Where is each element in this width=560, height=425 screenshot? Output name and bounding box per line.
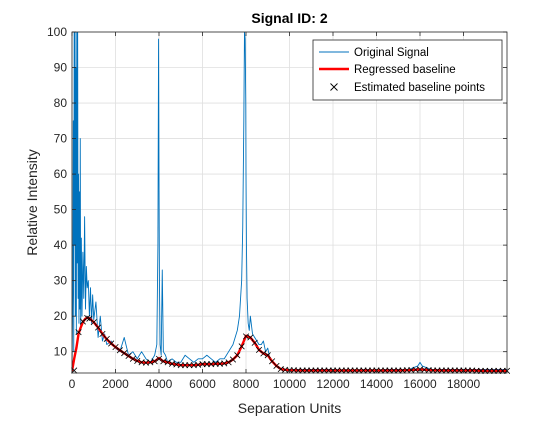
baseline-point-marker: [255, 346, 263, 353]
baseline-point-marker: [251, 339, 258, 346]
baseline-point-marker: [199, 361, 206, 368]
baseline-point-marker: [382, 367, 389, 374]
x-tick-label: 16000: [403, 377, 437, 391]
x-tick-label: 10000: [273, 377, 307, 391]
legend-label-estimated-points: Estimated baseline points: [354, 82, 485, 94]
baseline-point-marker: [95, 324, 102, 331]
baseline-point-marker: [390, 367, 397, 374]
baseline-point-marker: [464, 367, 471, 374]
baseline-point-marker: [334, 367, 341, 374]
baseline-point-marker: [338, 367, 345, 374]
baseline-point-marker: [299, 367, 306, 374]
series-estimated-baseline-points: [71, 314, 511, 374]
x-tick-label: 6000: [189, 377, 216, 391]
legend-swatch-estimated-points: [330, 83, 338, 91]
y-tick-label: 10: [54, 345, 68, 359]
baseline-point-marker: [121, 350, 128, 357]
baseline-point-marker: [351, 367, 358, 374]
baseline-point-marker: [182, 362, 189, 369]
baseline-point-marker: [356, 367, 363, 374]
baseline-point-marker: [403, 367, 411, 374]
baseline-point-marker: [203, 361, 210, 368]
baseline-point-marker: [321, 367, 328, 374]
baseline-point-marker: [429, 367, 437, 374]
baseline-point-marker: [316, 367, 324, 374]
baseline-point-marker: [443, 367, 450, 374]
baseline-point-marker: [325, 367, 332, 374]
x-tick-label: 4000: [146, 377, 173, 391]
baseline-point-marker: [125, 352, 132, 360]
baseline-point-marker: [295, 367, 302, 374]
x-tick-label: 12000: [316, 377, 350, 391]
baseline-point-marker: [447, 367, 454, 374]
baseline-point-marker: [264, 352, 271, 359]
baseline-point-marker: [116, 347, 123, 354]
y-tick-label: 20: [54, 309, 68, 323]
chart-title: Signal ID: 2: [251, 10, 327, 26]
y-tick-label: 100: [47, 25, 67, 39]
y-tick-label: 40: [54, 238, 68, 252]
y-axis-label: Relative Intensity: [24, 149, 40, 256]
baseline-point-marker: [312, 367, 319, 374]
x-tick-label: 0: [69, 377, 76, 391]
baseline-point-marker: [273, 362, 280, 369]
baseline-point-marker: [79, 318, 86, 325]
baseline-point-marker: [112, 343, 119, 351]
baseline-point-marker: [347, 367, 354, 374]
baseline-point-marker: [134, 357, 141, 365]
baseline-point-marker: [456, 367, 463, 374]
baseline-point-marker: [377, 367, 384, 374]
legend: Original Signal Regressed baseline Estim…: [312, 39, 503, 101]
y-tick-label: 60: [54, 167, 68, 181]
x-tick-label: 8000: [233, 377, 260, 391]
baseline-point-marker: [186, 362, 193, 369]
baseline-point-marker: [360, 367, 367, 374]
baseline-point-marker: [129, 355, 136, 362]
legend-label-original-signal: Original Signal: [354, 47, 429, 59]
baseline-point-marker: [303, 367, 310, 374]
plot-area: [71, 32, 511, 374]
baseline-point-marker: [364, 367, 371, 374]
baseline-point-marker: [395, 367, 402, 374]
baseline-point-marker: [151, 358, 158, 365]
baseline-point-marker: [75, 329, 82, 336]
x-tick-label: 14000: [360, 377, 394, 391]
y-tick-label: 80: [54, 96, 68, 110]
x-axis-label: Separation Units: [238, 400, 342, 416]
y-tick-label: 90: [54, 61, 68, 75]
baseline-point-marker: [90, 319, 97, 326]
axes: 0 2000 4000 6000 8000 10000 12000 14000 16000 180…: [47, 25, 508, 391]
x-tick-label: 18000: [447, 377, 481, 391]
baseline-point-marker: [108, 340, 115, 347]
baseline-point-marker: [234, 352, 241, 359]
baseline-point-marker: [308, 367, 315, 374]
baseline-point-marker: [342, 367, 350, 374]
baseline-point-marker: [369, 367, 376, 374]
y-tick-label: 70: [54, 132, 68, 146]
baseline-point-marker: [225, 359, 232, 366]
baseline-point-marker: [212, 360, 219, 367]
baseline-point-marker: [247, 334, 254, 341]
baseline-point-marker: [386, 367, 393, 374]
baseline-point-marker: [86, 315, 93, 322]
legend-label-regressed-baseline: Regressed baseline: [354, 64, 456, 76]
baseline-point-marker: [260, 350, 267, 357]
baseline-point-marker: [155, 355, 163, 362]
baseline-point-marker: [434, 367, 441, 374]
baseline-point-marker: [451, 367, 458, 374]
y-tick-label: 30: [54, 274, 68, 288]
y-tick-label: 50: [54, 203, 68, 217]
baseline-point-marker: [99, 330, 106, 338]
baseline-point-marker: [238, 343, 245, 350]
baseline-point-marker: [84, 314, 91, 322]
baseline-point-marker: [438, 367, 445, 374]
baseline-point-marker: [164, 359, 171, 366]
legend-marker-x: [330, 83, 338, 91]
x-tick-label: 2000: [102, 377, 129, 391]
baseline-point-marker: [177, 362, 184, 369]
